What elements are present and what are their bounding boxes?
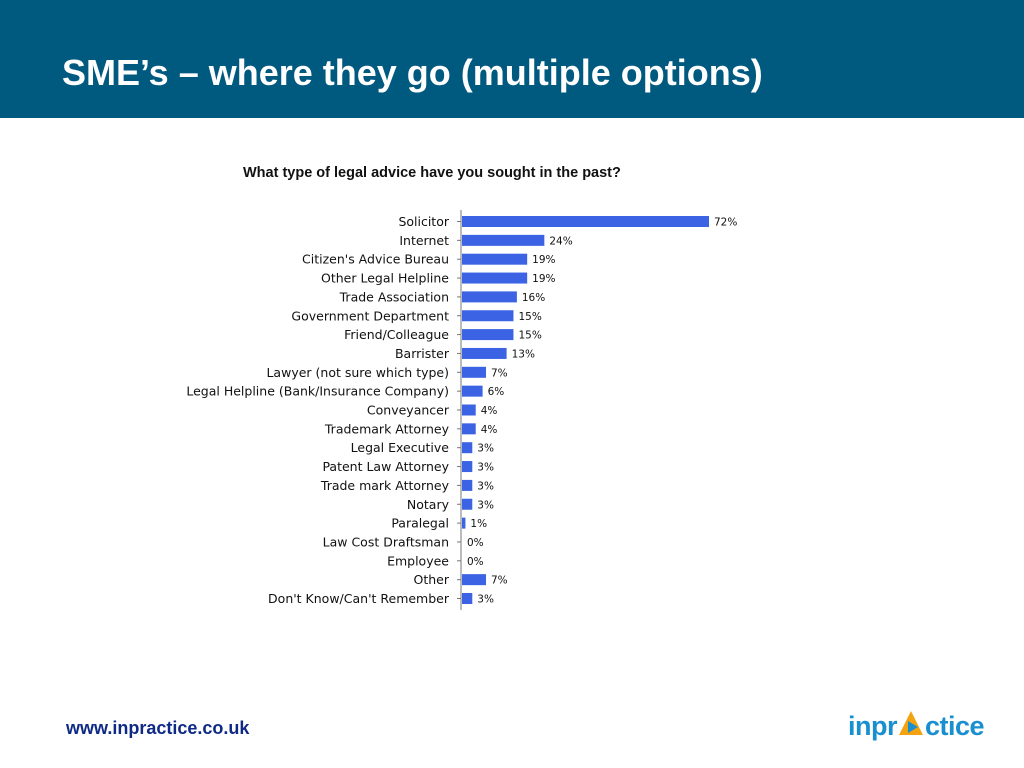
category-label: Conveyancer <box>367 403 450 418</box>
bar <box>462 498 473 510</box>
category-label: Friend/Colleague <box>344 327 449 342</box>
value-label: 7% <box>491 367 508 379</box>
category-label: Patent Law Attorney <box>322 459 449 474</box>
category-label: Employee <box>387 553 449 568</box>
category-label: Paralegal <box>391 516 449 531</box>
value-label: 3% <box>477 499 494 511</box>
category-label: Notary <box>407 497 450 512</box>
bar <box>462 234 545 246</box>
bar <box>462 347 507 359</box>
value-label: 0% <box>467 537 484 549</box>
bar <box>462 593 473 604</box>
chart-svg: What type of legal advice have you sough… <box>186 165 737 610</box>
value-label: 7% <box>491 575 508 587</box>
bar <box>462 461 473 473</box>
category-label: Government Department <box>291 308 449 323</box>
value-label: 4% <box>481 424 498 436</box>
bar <box>462 216 709 227</box>
value-label: 24% <box>549 235 572 247</box>
category-label: Solicitor <box>398 214 449 229</box>
value-label: 3% <box>477 443 494 455</box>
bar <box>462 385 483 397</box>
value-label: 4% <box>481 405 498 417</box>
bar <box>462 272 528 284</box>
value-label: 16% <box>522 292 545 304</box>
chart-title: What type of legal advice have you sough… <box>243 165 621 181</box>
category-label: Trademark Attorney <box>324 421 450 436</box>
bar <box>462 517 466 529</box>
footer-url-link[interactable]: www.inpractice.co.uk <box>66 718 250 738</box>
category-label: Lawyer (not sure which type) <box>266 365 449 380</box>
page-title: SME’s – where they go (multiple options) <box>62 52 763 93</box>
bar <box>462 423 476 435</box>
value-label: 6% <box>488 386 505 398</box>
value-label: 3% <box>477 594 494 606</box>
value-label: 3% <box>477 462 494 474</box>
category-label: Barrister <box>395 346 450 361</box>
bar-chart: What type of legal advice have you sough… <box>130 150 750 620</box>
value-label: 15% <box>518 311 541 323</box>
category-label: Other Legal Helpline <box>321 271 449 286</box>
category-label: Other <box>414 572 450 587</box>
bar <box>462 329 514 341</box>
value-label: 72% <box>714 217 737 229</box>
category-label: Internet <box>399 233 449 248</box>
logo-text-right: ctice <box>925 710 985 741</box>
value-label: 15% <box>518 330 541 342</box>
bar <box>462 574 487 586</box>
title-bar: SME’s – where they go (multiple options) <box>0 0 1024 118</box>
logo-text-left: inpr <box>848 710 898 741</box>
category-label: Citizen's Advice Bureau <box>302 252 449 267</box>
bar <box>462 366 487 378</box>
bar <box>462 291 517 303</box>
bar <box>462 479 473 491</box>
category-label: Law Cost Draftsman <box>323 534 449 549</box>
inpractice-logo: inpr ctice <box>848 708 985 744</box>
category-label: Trade Association <box>339 289 449 304</box>
value-label: 0% <box>467 556 484 568</box>
category-label: Don't Know/Can't Remember <box>268 591 450 606</box>
bar <box>462 310 514 322</box>
bar <box>462 253 528 265</box>
value-label: 19% <box>532 254 555 266</box>
category-label: Legal Executive <box>351 440 450 455</box>
bar <box>462 442 473 454</box>
category-label: Trade mark Attorney <box>320 478 450 493</box>
value-label: 1% <box>470 518 487 530</box>
value-label: 19% <box>532 273 555 285</box>
category-label: Legal Helpline (Bank/Insurance Company) <box>186 384 449 399</box>
value-label: 13% <box>512 348 535 360</box>
bar <box>462 404 476 416</box>
value-label: 3% <box>477 480 494 492</box>
logo-triangle-icon <box>898 710 924 743</box>
